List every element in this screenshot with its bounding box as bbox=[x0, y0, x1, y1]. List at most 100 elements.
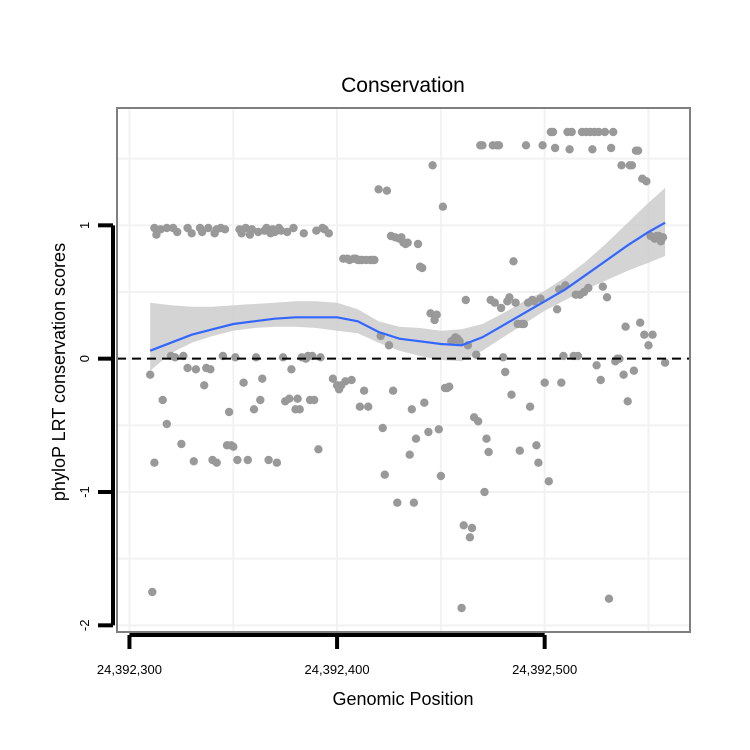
panel-border bbox=[116, 107, 691, 633]
data-point bbox=[251, 353, 261, 362]
data-point bbox=[536, 294, 545, 303]
data-point bbox=[299, 229, 308, 238]
data-point bbox=[505, 293, 514, 302]
data-point bbox=[378, 423, 387, 433]
data-point bbox=[552, 305, 562, 314]
data-point bbox=[461, 295, 470, 305]
data-point bbox=[644, 341, 653, 350]
data-point bbox=[474, 417, 483, 426]
data-point bbox=[380, 470, 389, 479]
data-point bbox=[206, 365, 215, 374]
data-point bbox=[434, 425, 443, 434]
data-point bbox=[173, 227, 182, 237]
data-point bbox=[544, 477, 553, 486]
data-point bbox=[328, 374, 338, 383]
data-point bbox=[509, 257, 518, 266]
data-point bbox=[525, 402, 535, 411]
y-tick-label: 1 bbox=[77, 222, 92, 229]
x-tick-label: 24,392,400 bbox=[305, 662, 370, 677]
data-point bbox=[393, 498, 402, 507]
data-point bbox=[519, 319, 529, 329]
data-point bbox=[264, 455, 273, 465]
data-point bbox=[295, 405, 304, 414]
data-point bbox=[243, 455, 252, 465]
data-point bbox=[314, 445, 323, 454]
data-point bbox=[455, 337, 464, 346]
data-point bbox=[407, 405, 416, 414]
axis-layer: -2 -1 0 1 24,392,300 24,392,400 24,392,500 bbox=[77, 107, 691, 677]
data-point bbox=[382, 186, 392, 195]
data-point bbox=[428, 161, 437, 170]
data-point bbox=[359, 386, 369, 395]
data-point bbox=[231, 353, 240, 362]
data-point bbox=[436, 471, 446, 481]
data-point bbox=[538, 141, 547, 150]
data-point bbox=[177, 439, 186, 449]
data-point bbox=[459, 521, 468, 530]
data-point bbox=[355, 402, 365, 411]
data-point bbox=[559, 351, 568, 361]
data-point bbox=[472, 350, 481, 359]
data-point bbox=[596, 375, 605, 385]
data-point bbox=[567, 127, 576, 137]
data-point bbox=[158, 395, 167, 405]
data-point bbox=[370, 255, 379, 265]
data-point bbox=[283, 227, 292, 237]
data-point bbox=[150, 458, 159, 467]
data-point bbox=[629, 366, 639, 375]
data-point bbox=[592, 361, 601, 370]
data-point bbox=[413, 239, 423, 249]
data-point bbox=[388, 386, 398, 395]
y-axis-title: phyloP LRT conservation scores bbox=[49, 243, 69, 501]
data-point bbox=[289, 223, 298, 233]
data-point bbox=[170, 353, 180, 362]
data-point bbox=[648, 330, 657, 339]
data-point bbox=[229, 442, 238, 451]
data-point bbox=[588, 145, 597, 154]
data-point bbox=[457, 603, 466, 613]
data-point bbox=[258, 374, 267, 383]
data-point bbox=[438, 202, 448, 211]
data-point bbox=[384, 341, 394, 350]
data-point bbox=[594, 127, 603, 137]
data-point bbox=[310, 395, 319, 405]
data-point bbox=[496, 303, 506, 313]
data-point bbox=[480, 487, 489, 497]
data-point bbox=[484, 447, 493, 457]
data-point bbox=[660, 358, 670, 367]
data-point bbox=[272, 458, 282, 467]
data-point bbox=[600, 127, 610, 137]
data-point bbox=[233, 455, 242, 465]
x-tick-label: 24,392,500 bbox=[512, 662, 577, 677]
data-point bbox=[565, 145, 574, 154]
data-point bbox=[619, 370, 628, 379]
data-point bbox=[249, 405, 259, 414]
confidence-band-layer bbox=[150, 188, 666, 371]
x-tick-label: 24,392,300 bbox=[97, 662, 162, 677]
data-point bbox=[482, 434, 491, 443]
x-axis-title: Genomic Position bbox=[332, 689, 473, 709]
data-point bbox=[584, 283, 593, 293]
data-point bbox=[197, 227, 207, 237]
data-point bbox=[609, 127, 618, 137]
data-point bbox=[511, 298, 520, 307]
y-tick-label: 0 bbox=[77, 355, 92, 362]
data-point bbox=[490, 298, 499, 307]
data-point bbox=[278, 353, 288, 362]
data-point bbox=[256, 395, 265, 405]
data-point bbox=[405, 450, 414, 459]
data-point bbox=[494, 141, 504, 150]
data-point bbox=[189, 457, 198, 466]
data-point bbox=[364, 402, 373, 411]
data-point bbox=[598, 282, 607, 291]
data-point bbox=[499, 353, 508, 362]
data-point bbox=[602, 293, 612, 302]
data-point bbox=[623, 397, 632, 406]
data-point bbox=[534, 458, 543, 467]
data-point bbox=[640, 330, 649, 339]
data-point bbox=[239, 378, 248, 387]
data-point bbox=[617, 161, 626, 170]
data-point bbox=[532, 441, 541, 450]
data-point bbox=[557, 378, 566, 387]
